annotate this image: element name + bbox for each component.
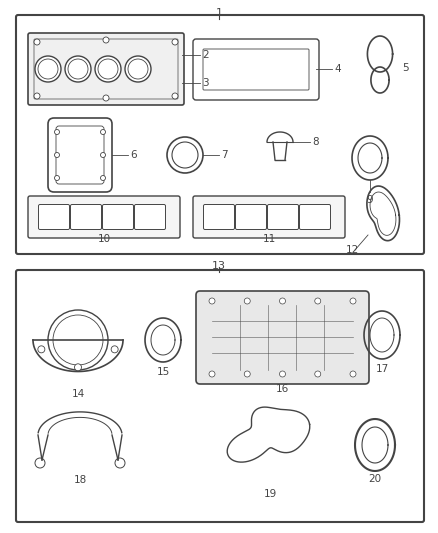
FancyBboxPatch shape bbox=[39, 205, 70, 230]
FancyBboxPatch shape bbox=[300, 205, 331, 230]
Circle shape bbox=[209, 371, 215, 377]
Text: 1: 1 bbox=[215, 8, 223, 18]
FancyBboxPatch shape bbox=[102, 205, 134, 230]
Circle shape bbox=[53, 315, 103, 365]
Text: 20: 20 bbox=[368, 474, 381, 484]
Circle shape bbox=[34, 93, 40, 99]
FancyBboxPatch shape bbox=[48, 118, 112, 192]
Circle shape bbox=[68, 59, 88, 79]
Circle shape bbox=[35, 458, 45, 468]
Text: 9: 9 bbox=[367, 195, 373, 205]
Text: 13: 13 bbox=[212, 261, 226, 271]
Circle shape bbox=[350, 371, 356, 377]
Circle shape bbox=[54, 175, 60, 181]
Circle shape bbox=[244, 298, 250, 304]
Circle shape bbox=[48, 310, 108, 370]
FancyBboxPatch shape bbox=[196, 291, 369, 384]
Circle shape bbox=[95, 56, 121, 82]
FancyBboxPatch shape bbox=[204, 205, 234, 230]
Circle shape bbox=[54, 130, 60, 134]
Text: 11: 11 bbox=[262, 234, 276, 244]
Circle shape bbox=[103, 37, 109, 43]
Circle shape bbox=[209, 298, 215, 304]
Circle shape bbox=[34, 39, 40, 45]
Circle shape bbox=[35, 56, 61, 82]
FancyBboxPatch shape bbox=[193, 39, 319, 100]
Circle shape bbox=[115, 458, 125, 468]
Circle shape bbox=[244, 371, 250, 377]
Circle shape bbox=[74, 364, 81, 371]
FancyBboxPatch shape bbox=[71, 205, 102, 230]
Text: 10: 10 bbox=[97, 234, 110, 244]
Text: 12: 12 bbox=[346, 245, 359, 255]
Text: 14: 14 bbox=[71, 389, 85, 399]
FancyBboxPatch shape bbox=[268, 205, 299, 230]
Circle shape bbox=[279, 371, 286, 377]
Circle shape bbox=[54, 152, 60, 157]
FancyBboxPatch shape bbox=[134, 205, 166, 230]
Text: 18: 18 bbox=[74, 475, 87, 485]
Text: 16: 16 bbox=[276, 384, 289, 394]
Text: 15: 15 bbox=[156, 367, 170, 377]
Text: 17: 17 bbox=[375, 364, 389, 374]
Text: 8: 8 bbox=[312, 137, 318, 147]
Text: 3: 3 bbox=[202, 78, 208, 87]
Circle shape bbox=[172, 93, 178, 99]
Circle shape bbox=[128, 59, 148, 79]
Circle shape bbox=[350, 298, 356, 304]
FancyBboxPatch shape bbox=[193, 196, 345, 238]
Circle shape bbox=[100, 130, 106, 134]
FancyBboxPatch shape bbox=[28, 196, 180, 238]
FancyBboxPatch shape bbox=[28, 33, 184, 105]
Text: 5: 5 bbox=[402, 63, 409, 73]
Circle shape bbox=[98, 59, 118, 79]
Text: 4: 4 bbox=[334, 64, 341, 74]
Text: 7: 7 bbox=[221, 150, 228, 160]
Circle shape bbox=[103, 95, 109, 101]
Circle shape bbox=[172, 142, 198, 168]
Circle shape bbox=[315, 371, 321, 377]
Circle shape bbox=[111, 346, 118, 353]
Circle shape bbox=[172, 39, 178, 45]
Text: 2: 2 bbox=[202, 51, 208, 60]
FancyBboxPatch shape bbox=[236, 205, 266, 230]
Circle shape bbox=[279, 298, 286, 304]
Circle shape bbox=[38, 59, 58, 79]
Text: 6: 6 bbox=[130, 150, 137, 160]
Circle shape bbox=[167, 137, 203, 173]
Circle shape bbox=[315, 298, 321, 304]
Circle shape bbox=[125, 56, 151, 82]
Circle shape bbox=[38, 346, 45, 353]
Circle shape bbox=[100, 152, 106, 157]
Circle shape bbox=[100, 175, 106, 181]
Circle shape bbox=[65, 56, 91, 82]
Text: 19: 19 bbox=[263, 489, 277, 499]
